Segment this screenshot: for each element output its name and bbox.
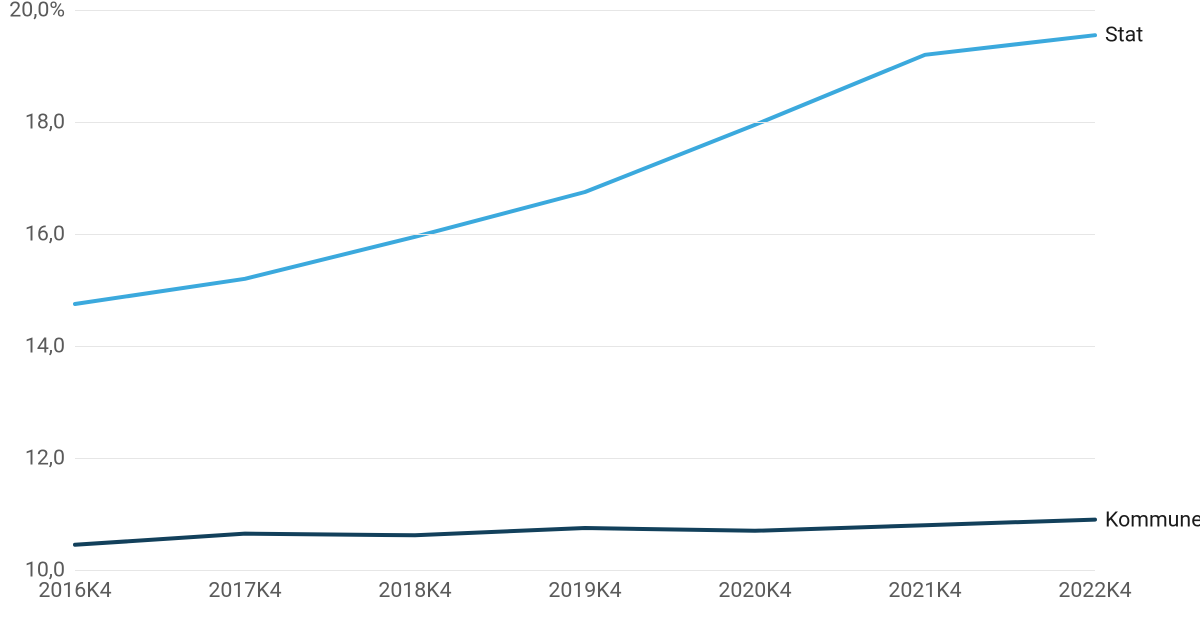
x-tick-label: 2017K4 bbox=[208, 578, 281, 603]
x-tick-label: 2019K4 bbox=[548, 578, 621, 603]
x-tick-label: 2020K4 bbox=[718, 578, 791, 603]
gridline bbox=[75, 346, 1095, 347]
gridline bbox=[75, 10, 1095, 11]
y-tick-label: 18,0 bbox=[25, 110, 65, 135]
x-tick-label: 2021K4 bbox=[888, 578, 961, 603]
gridline bbox=[75, 122, 1095, 123]
gridline bbox=[75, 570, 1095, 571]
y-tick-label: 20,0% bbox=[9, 0, 65, 23]
chart-lines-svg bbox=[75, 10, 1095, 570]
line-chart: 10,012,014,016,018,020,0%2016K42017K4201… bbox=[0, 0, 1200, 619]
y-tick-label: 14,0 bbox=[25, 334, 65, 359]
gridline bbox=[75, 458, 1095, 459]
series-label-stat: Stat bbox=[1105, 23, 1143, 48]
y-tick-label: 12,0 bbox=[25, 446, 65, 471]
series-label-kommuner: Kommuner bbox=[1105, 507, 1200, 532]
x-tick-label: 2018K4 bbox=[378, 578, 451, 603]
series-line-stat bbox=[75, 35, 1095, 304]
x-tick-label: 2022K4 bbox=[1058, 578, 1131, 603]
plot-area: 10,012,014,016,018,020,0%2016K42017K4201… bbox=[75, 10, 1095, 570]
x-tick-label: 2016K4 bbox=[38, 578, 111, 603]
gridline bbox=[75, 234, 1095, 235]
series-line-kommuner bbox=[75, 520, 1095, 545]
y-tick-label: 16,0 bbox=[25, 222, 65, 247]
